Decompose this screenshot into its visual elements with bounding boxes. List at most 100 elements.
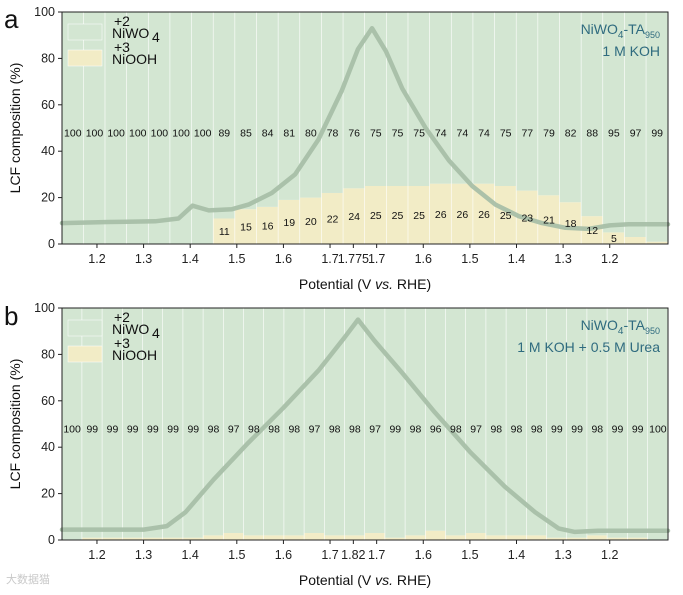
x-axis-title-part: RHE)	[393, 572, 431, 588]
watermark: 大数据猫	[6, 574, 50, 586]
bar-niooh	[624, 237, 646, 244]
bar-niooh	[213, 218, 235, 244]
y-tick-label: 20	[41, 191, 55, 205]
bar-niooh	[429, 183, 451, 244]
value-label-niooh: 25	[500, 210, 512, 222]
bar-niooh	[102, 537, 122, 540]
x-tick-label: 1.6	[415, 548, 432, 562]
bar-niwo4	[425, 308, 446, 531]
value-label-niwo4: 75	[370, 128, 382, 140]
y-tick-label: 60	[41, 98, 55, 112]
value-label-niwo4: 99	[389, 424, 401, 436]
bar-niooh	[506, 535, 526, 540]
bar-niwo4	[385, 308, 405, 538]
bar-niwo4	[82, 308, 102, 538]
annotation-part: NiWO	[581, 317, 618, 333]
annotation-sample: NiWO4-TA950	[581, 21, 660, 41]
value-label-niooh: 24	[348, 211, 360, 223]
y-tick-label: 80	[41, 347, 55, 361]
bar-niwo4	[213, 12, 235, 219]
legend-label-niwo4: NiWO	[112, 321, 149, 337]
y-tick-label: 0	[48, 533, 55, 547]
bar-niooh	[559, 202, 581, 244]
legend-oxidation-state: +2	[114, 309, 130, 325]
legend-swatch-niooh	[67, 49, 103, 67]
bar-niooh	[486, 535, 506, 540]
value-label-niwo4: 99	[86, 424, 98, 436]
bar-niooh	[300, 197, 322, 244]
legend-label-subscript: 4	[152, 325, 160, 341]
value-label-niooh: 26	[457, 209, 469, 221]
bar-niwo4	[142, 308, 163, 538]
bar-niwo4	[122, 308, 143, 538]
value-label-niwo4: 74	[478, 128, 490, 140]
bar-niwo4	[278, 12, 300, 200]
bar-niwo4	[191, 12, 213, 244]
overlay-curve	[59, 25, 671, 232]
x-tick-label: 1.5	[228, 252, 245, 266]
x-tick-label: 1.7	[368, 548, 385, 562]
value-label-niwo4: 98	[248, 424, 260, 436]
bar-niooh	[445, 535, 466, 540]
bar-niwo4	[163, 308, 183, 538]
value-label-niwo4: 97	[630, 128, 642, 140]
value-label-niwo4: 99	[571, 424, 583, 436]
legend-label-niwo4: NiWO	[112, 25, 149, 41]
x-tick-label: 1.5	[461, 252, 478, 266]
panel-letter: b	[4, 301, 18, 331]
value-label-niwo4: 80	[305, 128, 317, 140]
x-axis-title-part: RHE)	[393, 276, 431, 292]
bar-niwo4	[170, 12, 192, 244]
x-tick-label: 1.4	[508, 252, 525, 266]
value-label-niwo4: 98	[410, 424, 422, 436]
x-tick-label: 1.7	[368, 252, 385, 266]
annotation-part: 950	[645, 30, 660, 40]
panel-letter: a	[4, 4, 19, 34]
value-label-niwo4: 98	[511, 424, 523, 436]
value-label-niwo4: 98	[591, 424, 603, 436]
bar-niwo4	[538, 12, 560, 196]
value-label-niwo4: 97	[369, 424, 381, 436]
bar-niooh	[607, 537, 627, 540]
value-label-niwo4: 75	[392, 128, 404, 140]
bar-niooh	[304, 533, 324, 540]
value-label-niooh: 20	[305, 216, 317, 228]
bar-niwo4	[256, 12, 278, 207]
bar-niwo4	[445, 308, 466, 536]
bar-niwo4	[408, 12, 430, 186]
value-label-niooh: 25	[413, 210, 425, 222]
value-label-niwo4: 100	[649, 424, 667, 436]
bar-niwo4	[473, 12, 495, 184]
legend-swatch-niooh	[67, 345, 103, 363]
y-tick-label: 100	[34, 301, 55, 315]
y-tick-label: 100	[34, 5, 55, 19]
x-tick-label: 1.3	[135, 252, 152, 266]
value-label-niwo4: 96	[430, 424, 442, 436]
value-label-niooh: 16	[262, 220, 274, 232]
value-label-niwo4: 97	[470, 424, 482, 436]
value-label-niwo4: 75	[413, 128, 425, 140]
value-label-niooh: 21	[543, 215, 555, 227]
value-label-niwo4: 97	[309, 424, 321, 436]
value-label-niooh: 25	[392, 210, 404, 222]
value-label-niooh: 18	[565, 218, 577, 230]
value-label-niwo4: 98	[450, 424, 462, 436]
value-label-niwo4: 99	[651, 128, 663, 140]
bar-niooh	[344, 535, 365, 540]
bar-niooh	[284, 535, 304, 540]
value-label-niwo4: 82	[565, 128, 577, 140]
bar-niooh	[646, 241, 668, 244]
bar-niwo4	[516, 12, 538, 191]
bar-niwo4	[62, 12, 84, 244]
bar-niooh	[365, 533, 385, 540]
annotation-electrolyte: 1 M KOH	[602, 43, 660, 59]
bar-niooh	[425, 530, 446, 540]
value-label-niwo4: 78	[327, 128, 339, 140]
value-label-niwo4: 88	[586, 128, 598, 140]
value-label-niwo4: 100	[151, 128, 169, 140]
x-tick-label: 1.6	[415, 252, 432, 266]
x-axis-title-part: Potential (V	[299, 572, 375, 588]
bar-niwo4	[343, 12, 365, 189]
bar-niooh	[235, 209, 257, 244]
legend-label-niooh: NiOOH	[112, 347, 157, 363]
